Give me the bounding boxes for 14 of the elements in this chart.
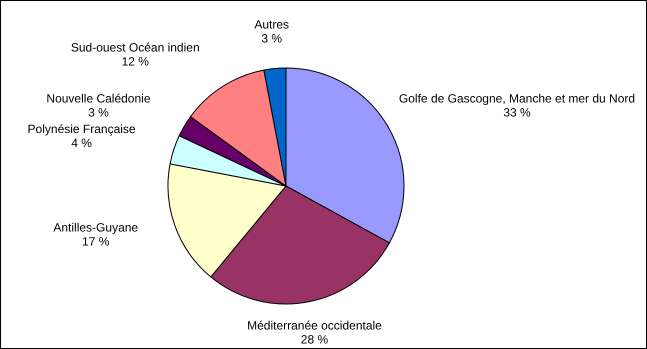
data-label: 3 % bbox=[261, 32, 282, 46]
data-label: 3 % bbox=[88, 106, 110, 120]
data-label: 28 % bbox=[300, 332, 328, 346]
slice-label: Golfe de Gascogne, Manche et mer du Nord bbox=[398, 92, 636, 106]
data-label: 12 % bbox=[122, 54, 150, 69]
slice-label: Nouvelle Calédonie bbox=[46, 92, 151, 106]
slice-label: Sud-ouest Océan indien bbox=[70, 40, 200, 55]
data-label: 33 % bbox=[503, 106, 531, 120]
slice-label: Polynésie Française bbox=[28, 122, 136, 136]
data-label: 4 % bbox=[71, 136, 92, 150]
slice-label: Autres bbox=[254, 18, 290, 32]
data-label: 17 % bbox=[82, 234, 110, 248]
slice-label: Antilles-Guyane bbox=[53, 220, 138, 234]
slice-label: Méditerranée occidentale bbox=[247, 318, 382, 332]
